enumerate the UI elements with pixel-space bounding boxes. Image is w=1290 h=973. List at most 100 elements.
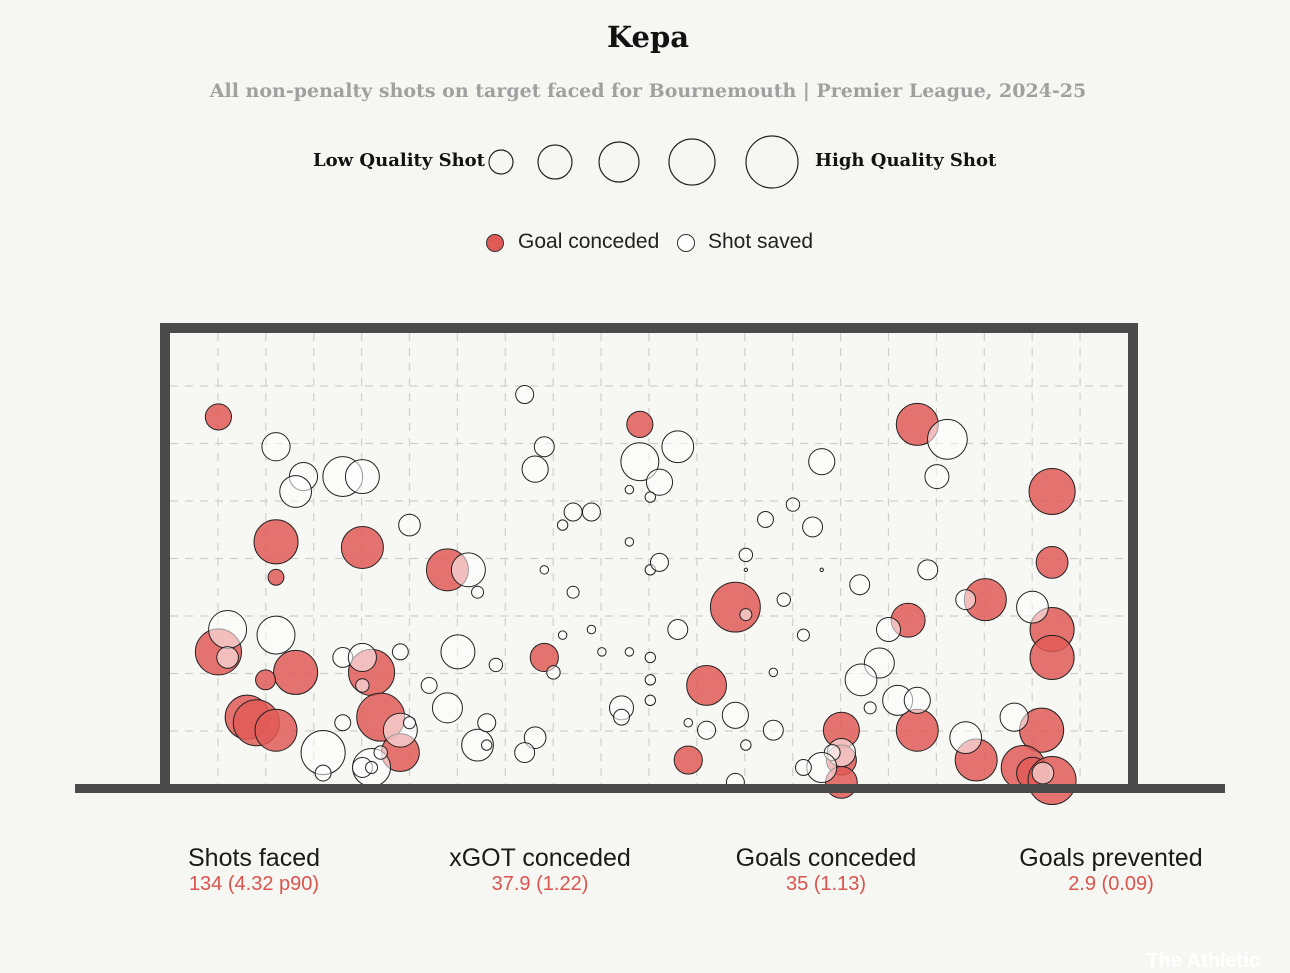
shot-saved (365, 760, 379, 774)
shot-saved (581, 502, 601, 522)
shot-saved (624, 537, 635, 547)
shot-saved (624, 647, 635, 657)
stat-xgot-conceded: xGOT conceded 37.9 (1.22) (390, 843, 690, 895)
shot-saved (740, 739, 752, 751)
left-post (160, 323, 170, 790)
shot-saved (347, 642, 377, 673)
shot-saved (1016, 590, 1049, 624)
shot-goal-conceded (673, 745, 703, 775)
shot-goal-conceded (1035, 545, 1069, 579)
shot-saved (556, 519, 569, 531)
right-post (1128, 323, 1138, 790)
shot-saved (440, 634, 476, 670)
stat-goals-conceded: Goals conceded 35 (1.13) (676, 843, 976, 895)
shot-saved (926, 418, 968, 460)
shot-saved (539, 565, 550, 575)
shot-saved (644, 694, 657, 707)
shot-saved (523, 726, 547, 749)
shot-saved (802, 516, 824, 538)
shot-saved (796, 628, 810, 642)
size-legend-circle-3 (598, 141, 640, 183)
shot-saved (863, 701, 877, 715)
shot-saved (488, 657, 504, 673)
shot-saved (808, 448, 836, 476)
stat-value: 37.9 (1.22) (491, 873, 589, 895)
legend-goal-marker (486, 234, 504, 252)
shot-saved (546, 665, 561, 680)
stat-shots-faced: Shots faced 134 (4.32 p90) (104, 843, 404, 895)
chart-title: Kepa (606, 20, 690, 54)
shot-saved (955, 589, 977, 611)
shot-saved (903, 686, 931, 714)
shot-saved (776, 592, 792, 607)
shot-saved (279, 475, 313, 508)
shot-saved (683, 717, 694, 728)
size-legend-circle-1 (488, 149, 514, 175)
stat-goals-prevented: Goals prevented 2.9 (0.09) (961, 843, 1261, 895)
shot-saved (819, 567, 824, 572)
size-legend (488, 135, 799, 189)
stat-label: Goals conceded (735, 844, 917, 872)
shot-saved (216, 646, 239, 669)
legend-saved-label: Shot saved (708, 230, 814, 253)
shot-saved (1031, 761, 1055, 785)
shot-saved (667, 619, 689, 640)
legend-saved-marker (677, 234, 695, 252)
stat-label: Shots faced (187, 844, 321, 872)
shot-goal-conceded (267, 568, 285, 586)
shot-saved (721, 701, 749, 729)
shot-goal-conceded (255, 669, 276, 691)
shot-saved (373, 745, 388, 760)
shot-saved (391, 643, 409, 661)
stat-label: xGOT conceded (449, 844, 631, 872)
shot-goal-conceded (254, 708, 298, 752)
shot-saved (738, 547, 754, 563)
shot-saved (208, 610, 248, 649)
shot-saved (515, 385, 535, 405)
shot-saved (514, 742, 536, 764)
shot-saved (471, 585, 485, 599)
shot-saved (949, 721, 983, 755)
shot-saved (924, 464, 950, 490)
shot-saved (768, 667, 779, 678)
shot-saved (794, 759, 812, 776)
shot-saved (785, 497, 801, 512)
shot-saved (849, 574, 871, 596)
shot-goal-conceded (253, 519, 299, 565)
size-legend-circle-5 (745, 135, 799, 189)
goal-line (75, 784, 1225, 793)
shot-saved (739, 608, 753, 622)
chart-subtitle: All non-penalty shots on target faced fo… (209, 80, 1087, 102)
shot-saved (586, 624, 597, 635)
shot-saved (876, 616, 901, 642)
shot-goal-conceded (340, 525, 384, 569)
crossbar (160, 323, 1138, 333)
shot-goal-conceded (895, 708, 939, 752)
shot-saved (403, 716, 416, 730)
shot-saved (477, 713, 497, 733)
shot-saved (521, 455, 549, 483)
shot-saved (644, 674, 657, 686)
shot-saved (256, 615, 296, 655)
shot-saved (844, 663, 878, 697)
stat-value: 35 (1.13) (785, 873, 867, 895)
shot-goal-conceded (273, 649, 319, 695)
shot-saved (461, 728, 494, 762)
shot-saved (644, 491, 657, 503)
watermark-logo: The Athletic (1146, 950, 1260, 972)
shots-layer (194, 385, 1077, 806)
shot-saved (355, 678, 370, 693)
shot-goal-conceded (626, 410, 654, 438)
shot-saved (557, 630, 568, 640)
shot-saved (645, 468, 674, 496)
legend-goal-label: Goal conceded (518, 230, 660, 253)
shot-saved (398, 513, 421, 537)
shot-saved (624, 484, 635, 495)
shot-saved (620, 442, 660, 482)
goal-net-grid (170, 333, 1128, 788)
stat-value: 134 (4.32 p90) (188, 873, 320, 895)
shot-saved (431, 692, 463, 724)
shot-saved (644, 651, 657, 664)
shot-saved (344, 459, 380, 495)
